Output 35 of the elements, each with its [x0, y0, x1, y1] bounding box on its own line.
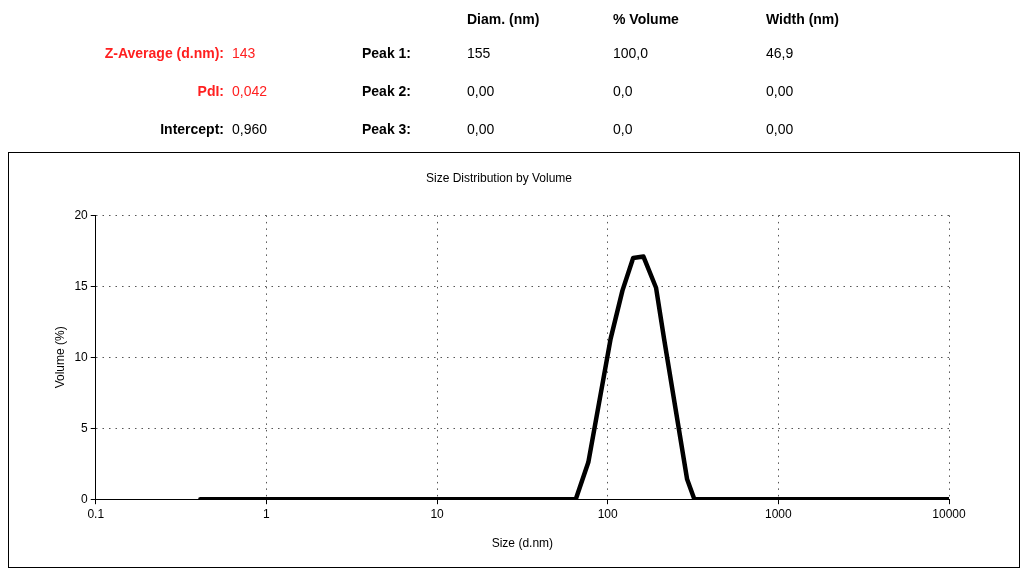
y-tick-label: 0 — [81, 491, 89, 506]
chart-title: Size Distribution by Volume — [425, 170, 573, 185]
text: 155 — [467, 45, 492, 61]
text: 0,00 — [467, 83, 496, 99]
text: 0,0 — [613, 121, 634, 137]
text: Z-Average (d.nm): — [103, 45, 225, 61]
x-tick-label: 0.1 — [87, 506, 105, 521]
text: 0,00 — [467, 121, 496, 137]
y-tick-label: 10 — [74, 349, 89, 364]
y-tick-label: 5 — [81, 420, 89, 435]
text: 0,042 — [232, 83, 269, 99]
x-tick-label: 1 — [263, 506, 271, 521]
text: 0,00 — [766, 83, 795, 99]
x-tick-label: 100 — [597, 506, 619, 521]
x-tick-label: 10 — [430, 506, 445, 521]
x-axis-title: Size (d.nm) — [491, 536, 554, 551]
x-tick-label: 1000 — [765, 506, 793, 521]
y-axis-title: Volume (%) — [52, 326, 67, 389]
text: 100,0 — [613, 45, 650, 61]
text: Peak 3: — [362, 121, 413, 137]
text: PdI: — [196, 83, 225, 99]
text: % Volume — [613, 11, 680, 27]
text: Peak 1: — [362, 45, 413, 61]
y-tick-label: 15 — [74, 278, 89, 293]
y-tick-label: 20 — [74, 207, 89, 222]
text: 0,00 — [766, 121, 795, 137]
text: 0,960 — [232, 121, 269, 137]
text: Peak 2: — [362, 83, 413, 99]
text: 143 — [232, 45, 257, 61]
text: Intercept: — [159, 121, 225, 137]
text: Diam. (nm) — [467, 11, 541, 27]
text: Width (nm) — [766, 11, 840, 27]
text: 0,0 — [613, 83, 634, 99]
text: 46,9 — [766, 45, 795, 61]
x-tick-label: 10000 — [932, 506, 967, 521]
